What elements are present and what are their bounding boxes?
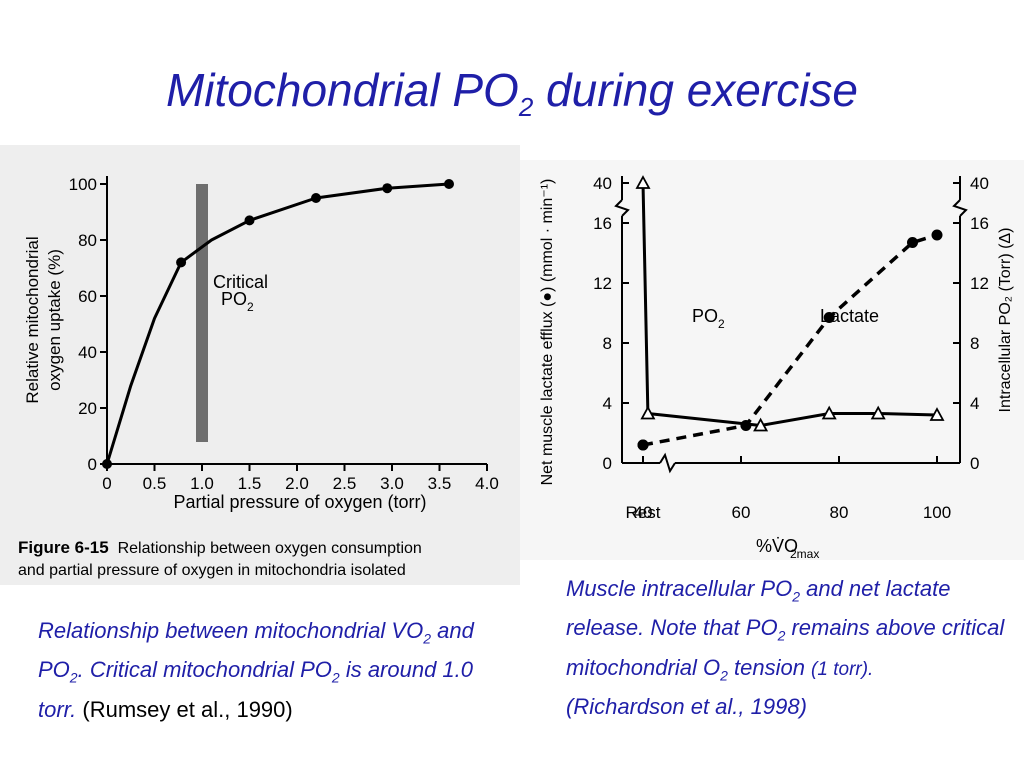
y-tick-label-right: 40	[970, 174, 989, 193]
po2-point	[640, 405, 656, 420]
x-tick-label: 60	[732, 503, 751, 522]
left-axis-break	[614, 199, 630, 217]
y-tick-label-left: 4	[603, 394, 612, 413]
lactate-series-label: Lactate	[820, 306, 879, 326]
y-axis-label: Relative mitochondrial	[23, 236, 42, 403]
y-tick-label: 20	[78, 399, 97, 418]
y-tick-label-left: 16	[593, 214, 612, 233]
x-tick-label: 4.0	[475, 474, 499, 493]
y-axis-label-line2: oxygen uptake (%)	[45, 249, 64, 391]
right-caption: Muscle intracellular PO2 and net lactate…	[566, 576, 1005, 720]
right-axis-break	[952, 199, 968, 217]
po2-line	[641, 182, 938, 428]
x-tick-label: 100	[923, 503, 951, 522]
lactate-point	[823, 312, 835, 323]
lactate-point	[907, 237, 918, 248]
y-tick-label-right: 4	[970, 394, 979, 413]
y-tick-label-right: 12	[970, 274, 989, 293]
po2-point	[635, 175, 651, 189]
x-tick-label: 1.5	[238, 474, 262, 493]
critical-label: Critical	[213, 272, 268, 292]
y-tick-label-left: 8	[603, 334, 612, 353]
x-tick-label: 2.0	[285, 474, 309, 493]
y-tick-label-right: 0	[970, 454, 979, 473]
x-axis-label: %V̇O	[756, 536, 798, 556]
x-axis-label: Partial pressure of oxygen (torr)	[173, 492, 426, 512]
y-tick-label-left: 40	[593, 174, 612, 193]
x-axis-label-sub: 2max	[790, 547, 819, 561]
lactate-point	[931, 229, 943, 241]
po2-series-label: PO	[692, 306, 718, 326]
y-tick-label-right: 16	[970, 214, 989, 233]
lactate-point	[637, 439, 649, 451]
data-point	[311, 193, 321, 203]
uptake-curve	[105, 182, 450, 465]
x-tick-label: 0.5	[143, 474, 167, 493]
x-tick-label: 0	[102, 474, 111, 493]
y-tick-label: 60	[78, 287, 97, 306]
critical-po-label: PO	[221, 289, 247, 309]
x-tick-label: Rest	[626, 503, 661, 522]
scan-background-right	[520, 160, 1024, 560]
y-tick-label: 0	[88, 455, 97, 474]
x-tick-label: 1.0	[190, 474, 214, 493]
critical-po-subscript: 2	[247, 300, 254, 314]
x-tick-label: 40	[634, 503, 653, 522]
y-tick-label: 100	[69, 175, 97, 194]
lactate-point	[740, 420, 752, 431]
y-tick-label: 40	[78, 343, 97, 362]
y-tick-label-left: 12	[593, 274, 612, 293]
data-point	[382, 183, 393, 194]
left-caption: Relationship between mitochondrial VO2 a…	[38, 618, 474, 722]
y-tick-label: 80	[78, 231, 97, 250]
y-tick-label-right: 8	[970, 334, 979, 353]
po2-point	[929, 407, 945, 421]
x-tick-label: 3.0	[380, 474, 404, 493]
po2-series-label-sub: 2	[718, 317, 725, 331]
po2-point	[870, 405, 886, 420]
oxygen-uptake-chart: 0 20 40 60 80 100 0 0.5 1.0 1.5 2.0 2.5 3.0 3.5 4.0 Par…	[23, 175, 499, 512]
figure-caption-line2: and partial pressure of oxygen in mitoch…	[18, 562, 406, 579]
x-tick-label: 3.5	[428, 474, 452, 493]
x-tick-label: 2.5	[333, 474, 357, 493]
slide-title: Mitochondrial PO2 during exercise	[165, 64, 858, 123]
data-point	[444, 179, 454, 189]
y-axis-label-left: Net muscle lactate efflux (●) (mmol · mi…	[539, 179, 556, 486]
y-tick-label-left: 0	[603, 454, 612, 473]
x-tick-label: 80	[830, 503, 849, 522]
critical-po2-bar	[196, 184, 208, 442]
data-point	[176, 257, 187, 268]
po2-point	[753, 417, 769, 432]
figure-caption: Figure 6-15 Relationship between oxygen …	[18, 538, 422, 557]
y-axis-label-right: Intracellular PO₂ (Torr) (Δ)	[997, 228, 1014, 413]
x-axis-break	[659, 452, 676, 474]
data-point	[102, 459, 112, 469]
data-point	[244, 215, 255, 226]
po2-point	[821, 405, 837, 420]
